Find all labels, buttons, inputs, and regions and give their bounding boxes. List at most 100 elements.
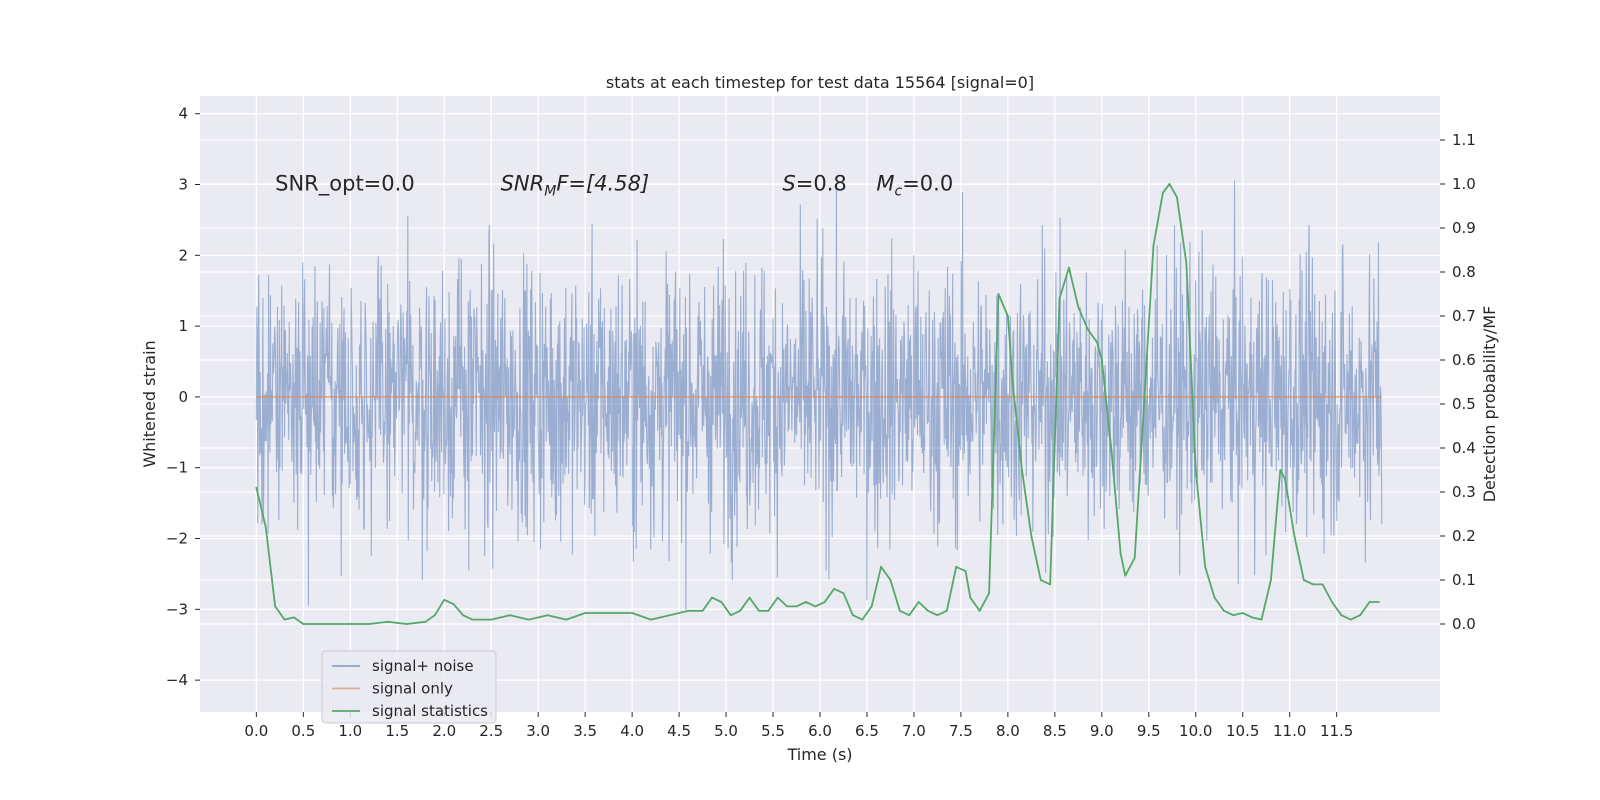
signal-statistics-point: [1359, 614, 1362, 617]
signal-statistics-point: [978, 609, 981, 612]
annotation-text: SNRMF=[4.58]: [501, 172, 650, 200]
signal-statistics-point: [546, 614, 549, 617]
chart-title: stats at each timestep for test data 155…: [606, 73, 1034, 92]
signal-statistics-point: [1011, 381, 1014, 383]
signal-statistics-point: [936, 614, 939, 617]
signal-statistics-point: [405, 623, 408, 625]
y-right-tick-label: 0.6: [1452, 351, 1476, 369]
signal-statistics-point: [368, 623, 370, 625]
signal-statistics-point: [1119, 552, 1122, 555]
signal-statistics-point: [471, 618, 474, 621]
signal-statistics-point: [1378, 601, 1380, 603]
signal-statistics-point: [386, 620, 389, 623]
signal-statistics-point: [1030, 535, 1033, 537]
signal-statistics-point: [1302, 579, 1305, 581]
annotation-part: SNR_opt=0.0: [275, 172, 415, 197]
signal-statistics-point: [293, 616, 295, 619]
x-tick-label: 9.5: [1137, 722, 1161, 740]
series-signal-statistics-line: [255, 183, 1379, 625]
signal-statistics-point: [842, 592, 845, 595]
annotation-subscript: c: [894, 184, 902, 200]
signal-statistics-point: [603, 612, 605, 614]
x-tick-label: 11.5: [1320, 722, 1353, 740]
x-tick-label: 5.0: [714, 722, 738, 740]
signal-statistics-point: [687, 609, 690, 612]
signal-statistics-point: [1143, 403, 1145, 405]
signal-statistics-point: [964, 570, 967, 573]
annotation-part: F=[4.58]: [556, 172, 649, 196]
signal-statistics-point: [1321, 583, 1324, 586]
signal-statistics-point: [1152, 244, 1155, 247]
signal-statistics-point: [1279, 469, 1282, 471]
signal-statistics-point: [1086, 328, 1089, 331]
annotation-text: Mc=0.0: [876, 172, 953, 200]
annotation-text: S=0.8: [782, 172, 846, 196]
y-axis-right-label: Detection probability/MF: [1480, 306, 1499, 503]
annotation-symbol: M: [876, 172, 894, 196]
y-right-tick-label: 0.2: [1452, 527, 1476, 545]
signal-statistics-point: [1176, 196, 1178, 199]
y-tick-label: 2: [178, 246, 188, 264]
signal-statistics-point: [565, 618, 568, 621]
signal-statistics-point: [1331, 601, 1333, 603]
legend-label: signal+ noise: [372, 657, 474, 675]
signal-statistics-point: [1168, 183, 1171, 185]
x-tick-label: 3.0: [526, 722, 550, 740]
legend-label: signal statistics: [372, 702, 488, 720]
x-tick-label: 7.0: [902, 722, 926, 740]
signal-statistics-point: [889, 579, 892, 581]
annotation-part: =0.0: [902, 172, 953, 196]
y-tick-label: −3: [166, 600, 188, 618]
signal-statistics-point: [1068, 266, 1070, 269]
signal-statistics-point: [321, 623, 324, 625]
signal-statistics-point: [739, 609, 742, 612]
legend-box: [321, 650, 497, 724]
signal-statistics-point: [1100, 359, 1103, 361]
signal-statistics-point: [1213, 596, 1216, 599]
signal-statistics-point: [1232, 614, 1235, 617]
axes: 0.0 0.5 1.0 1.5 2.0 2.5 3.0 3.5 4.0 4.5 5.0 5.5 6.0 6…: [166, 105, 1476, 740]
signal-statistics-point: [1039, 579, 1042, 581]
signal-statistics-point: [945, 609, 948, 612]
signal-statistics-point: [302, 623, 305, 625]
legend-label: signal only: [372, 680, 453, 698]
signal-statistics-point: [1185, 262, 1188, 265]
signal-statistics-point: [1006, 315, 1009, 317]
x-tick-label: 6.0: [808, 722, 832, 740]
signal-statistics-point: [748, 596, 751, 599]
signal-statistics-point: [1133, 557, 1136, 559]
signal-statistics-point: [1251, 616, 1254, 619]
y-right-tick-label: 1.0: [1452, 175, 1476, 193]
signal-statistics-point: [776, 596, 779, 599]
signal-statistics-point: [1368, 601, 1371, 603]
x-tick-label: 7.5: [949, 722, 973, 740]
signal-statistics-point: [1349, 618, 1352, 621]
x-tick-label: 4.5: [667, 722, 691, 740]
y-right-tick-label: 0.3: [1452, 483, 1476, 501]
signal-statistics-point: [1194, 469, 1197, 471]
signal-statistics-point: [509, 614, 511, 617]
signal-statistics-point: [1241, 612, 1244, 614]
signal-statistics-point: [1110, 447, 1113, 449]
signal-statistics-point: [898, 609, 901, 612]
signal-statistics-point: [433, 614, 436, 617]
plot-area: [255, 180, 1383, 625]
signal-statistics-point: [1124, 574, 1127, 577]
annotation-part: =0.8: [796, 172, 847, 196]
signal-statistics-point: [462, 614, 464, 617]
signal-statistics-point: [1204, 565, 1207, 568]
y-tick-label: −4: [166, 671, 188, 689]
signal-statistics-point: [1021, 469, 1023, 471]
signal-statistics-point: [786, 605, 789, 608]
signal-statistics-point: [880, 565, 882, 568]
x-tick-label: 0.5: [291, 722, 315, 740]
signal-statistics-point: [927, 609, 929, 612]
signal-statistics-point: [988, 592, 990, 595]
signal-statistics-point: [917, 601, 920, 603]
y-right-tick-label: 0.7: [1452, 307, 1476, 325]
x-axis-label: Time (s): [786, 745, 852, 764]
y-right-tick-label: 0.0: [1452, 615, 1476, 633]
signal-statistics-point: [490, 618, 493, 621]
signal-statistics-point: [1096, 341, 1099, 344]
